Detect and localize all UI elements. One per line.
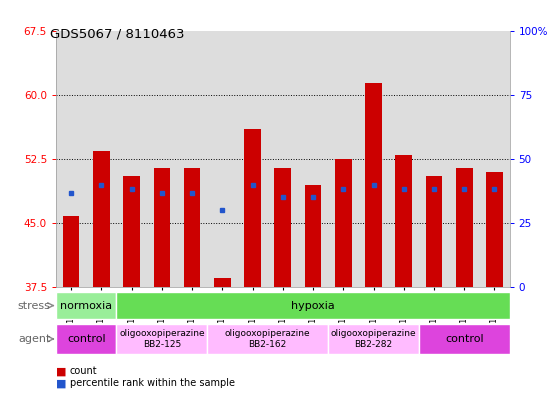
- Text: control: control: [445, 334, 483, 344]
- Bar: [365, 83, 382, 287]
- Text: ■: ■: [56, 378, 67, 388]
- Text: GDS5067 / 8110463: GDS5067 / 8110463: [50, 28, 185, 40]
- Bar: [56, 324, 116, 354]
- Bar: [56, 292, 116, 319]
- Bar: [207, 324, 328, 354]
- Bar: [93, 151, 110, 287]
- Bar: [328, 324, 419, 354]
- Text: control: control: [67, 334, 105, 344]
- Text: hypoxia: hypoxia: [291, 301, 335, 310]
- Bar: [426, 176, 442, 287]
- Bar: [486, 172, 503, 287]
- Bar: [395, 155, 412, 287]
- Bar: [184, 168, 200, 287]
- Bar: [244, 129, 261, 287]
- Bar: [335, 159, 352, 287]
- Text: stress: stress: [17, 301, 50, 310]
- Bar: [214, 278, 231, 287]
- Text: ■: ■: [56, 366, 67, 376]
- Text: oligooxopiperazine
BB2-162: oligooxopiperazine BB2-162: [225, 329, 310, 349]
- Bar: [116, 292, 510, 319]
- Text: count: count: [70, 366, 97, 376]
- Text: oligooxopiperazine
BB2-282: oligooxopiperazine BB2-282: [331, 329, 416, 349]
- Bar: [305, 185, 321, 287]
- Bar: [419, 324, 510, 354]
- Bar: [153, 168, 170, 287]
- Text: percentile rank within the sample: percentile rank within the sample: [70, 378, 235, 388]
- Text: agent: agent: [18, 334, 50, 344]
- Text: oligooxopiperazine
BB2-125: oligooxopiperazine BB2-125: [119, 329, 204, 349]
- Text: normoxia: normoxia: [60, 301, 113, 310]
- Bar: [63, 216, 80, 287]
- Bar: [274, 168, 291, 287]
- Bar: [123, 176, 140, 287]
- Bar: [116, 324, 207, 354]
- Bar: [456, 168, 473, 287]
